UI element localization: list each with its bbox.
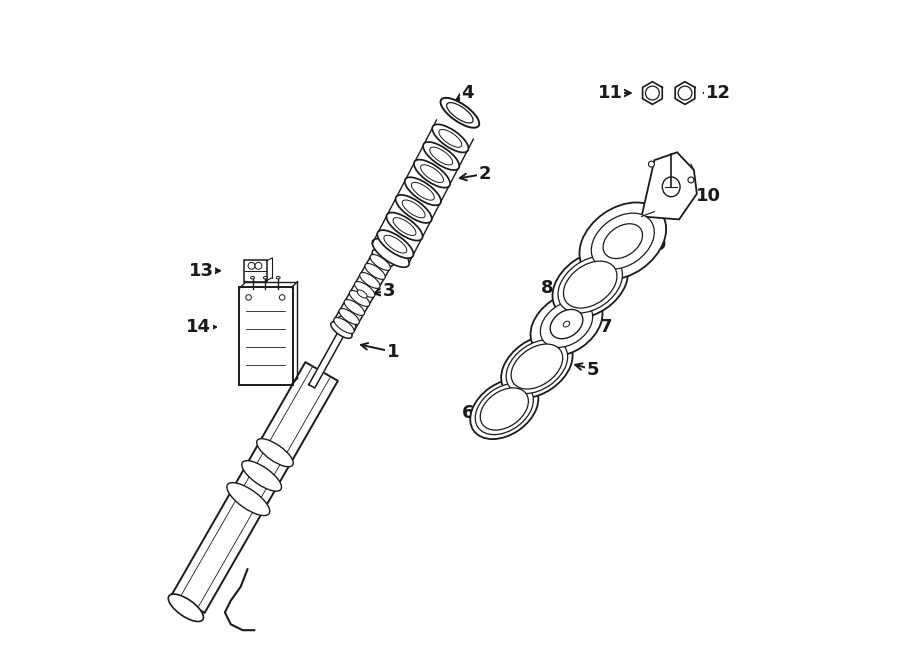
Text: 11: 11 xyxy=(598,84,623,102)
Ellipse shape xyxy=(168,594,203,622)
Text: 10: 10 xyxy=(697,187,721,205)
Ellipse shape xyxy=(411,182,435,200)
Polygon shape xyxy=(675,81,695,105)
Ellipse shape xyxy=(475,383,534,435)
Ellipse shape xyxy=(250,277,255,279)
Circle shape xyxy=(678,86,692,100)
Ellipse shape xyxy=(355,281,375,297)
Text: 12: 12 xyxy=(706,84,731,102)
Ellipse shape xyxy=(591,213,654,269)
Ellipse shape xyxy=(276,277,280,279)
Ellipse shape xyxy=(393,218,416,236)
Circle shape xyxy=(645,86,660,100)
Ellipse shape xyxy=(384,235,407,253)
Ellipse shape xyxy=(339,308,359,324)
Ellipse shape xyxy=(414,160,450,188)
Ellipse shape xyxy=(349,291,370,307)
Ellipse shape xyxy=(242,461,282,491)
Circle shape xyxy=(255,262,262,269)
Ellipse shape xyxy=(481,388,528,430)
Ellipse shape xyxy=(264,277,267,279)
Ellipse shape xyxy=(420,165,444,183)
FancyBboxPatch shape xyxy=(239,287,292,385)
Ellipse shape xyxy=(439,130,462,147)
Ellipse shape xyxy=(396,195,432,223)
Ellipse shape xyxy=(357,290,367,298)
Polygon shape xyxy=(642,152,697,219)
Ellipse shape xyxy=(446,103,473,123)
Text: 5: 5 xyxy=(587,361,599,379)
Ellipse shape xyxy=(580,203,666,280)
Ellipse shape xyxy=(256,439,293,467)
Ellipse shape xyxy=(501,335,572,398)
Polygon shape xyxy=(643,81,662,105)
Text: 6: 6 xyxy=(462,404,474,422)
Ellipse shape xyxy=(530,292,602,356)
Ellipse shape xyxy=(563,261,617,308)
Text: 3: 3 xyxy=(382,281,395,299)
Ellipse shape xyxy=(470,379,538,439)
Text: 1: 1 xyxy=(386,343,399,361)
Ellipse shape xyxy=(429,147,453,165)
Text: 7: 7 xyxy=(599,318,612,336)
Ellipse shape xyxy=(373,239,410,267)
Ellipse shape xyxy=(603,224,643,259)
Ellipse shape xyxy=(553,251,628,318)
Text: 14: 14 xyxy=(185,318,211,336)
Text: 4: 4 xyxy=(462,84,474,102)
Circle shape xyxy=(279,295,285,300)
FancyBboxPatch shape xyxy=(244,260,267,281)
Ellipse shape xyxy=(334,318,354,334)
Ellipse shape xyxy=(649,161,654,167)
Ellipse shape xyxy=(405,177,441,205)
Ellipse shape xyxy=(423,142,459,170)
Text: 9: 9 xyxy=(653,236,666,254)
Ellipse shape xyxy=(227,483,270,516)
Ellipse shape xyxy=(662,177,680,197)
Ellipse shape xyxy=(373,250,393,266)
Text: 2: 2 xyxy=(478,165,491,183)
Ellipse shape xyxy=(540,301,593,348)
Ellipse shape xyxy=(550,309,583,339)
Ellipse shape xyxy=(402,200,425,218)
Text: 13: 13 xyxy=(189,261,213,280)
Ellipse shape xyxy=(558,256,623,313)
Ellipse shape xyxy=(511,344,562,389)
Polygon shape xyxy=(172,362,338,613)
Ellipse shape xyxy=(337,316,356,332)
Ellipse shape xyxy=(432,124,468,152)
Circle shape xyxy=(248,262,255,269)
Polygon shape xyxy=(309,322,349,388)
Ellipse shape xyxy=(386,213,423,240)
Circle shape xyxy=(246,295,251,300)
Ellipse shape xyxy=(563,321,570,327)
Ellipse shape xyxy=(370,254,391,270)
Ellipse shape xyxy=(344,300,364,315)
Ellipse shape xyxy=(364,263,385,279)
Ellipse shape xyxy=(360,273,380,289)
Ellipse shape xyxy=(330,322,352,338)
Text: 8: 8 xyxy=(541,279,554,297)
Ellipse shape xyxy=(506,340,568,393)
Ellipse shape xyxy=(688,177,694,183)
Ellipse shape xyxy=(377,230,413,258)
Ellipse shape xyxy=(440,98,479,128)
